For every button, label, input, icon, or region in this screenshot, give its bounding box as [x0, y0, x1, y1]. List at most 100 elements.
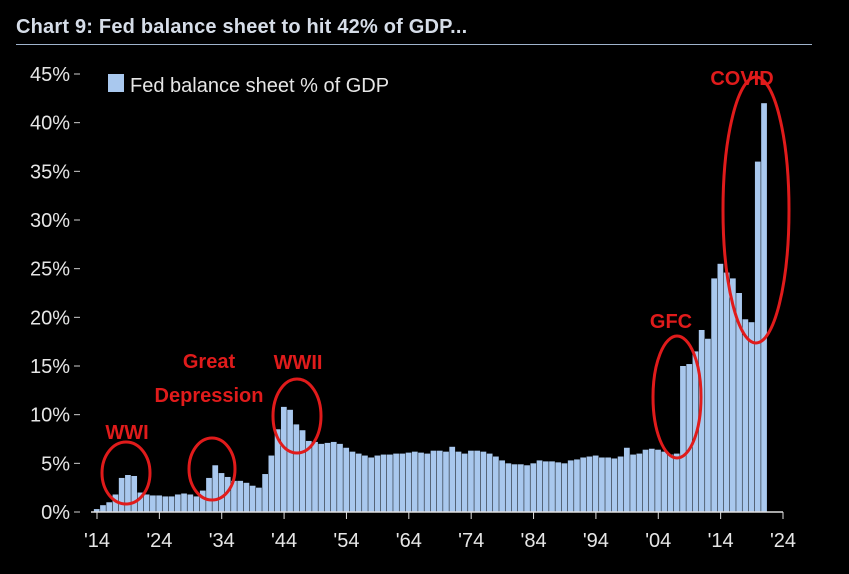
bar: [443, 451, 449, 512]
annotation-label: GFC: [650, 311, 692, 333]
bar: [761, 103, 767, 512]
bar: [299, 430, 306, 512]
bar: [256, 487, 262, 512]
annotation-ellipse: [651, 334, 703, 460]
bar: [561, 463, 568, 512]
x-tick-label: '14: [84, 530, 110, 552]
x-tick-label: '54: [333, 530, 359, 552]
bar: [374, 455, 381, 512]
bar: [280, 406, 287, 512]
bar: [106, 502, 113, 512]
bar: [580, 457, 587, 512]
y-axis: 0% 5% 10% 15% 20% 25% 30% 35% 40% 45%: [30, 64, 80, 524]
x-tick-label: '14: [708, 530, 734, 552]
bar: [461, 453, 468, 512]
y-tick-label: 35%: [30, 161, 70, 183]
bar: [174, 494, 181, 512]
bar: [717, 263, 724, 512]
bar: [287, 409, 293, 512]
bar: [468, 450, 474, 512]
bar: [231, 480, 237, 512]
bar: [754, 161, 761, 512]
bar: [536, 460, 543, 512]
bar: [493, 456, 499, 512]
title-divider: [16, 44, 812, 45]
bar: [237, 480, 244, 512]
bar: [617, 456, 624, 512]
x-tick-label: '44: [271, 530, 297, 552]
annotation-ellipse: [721, 75, 791, 345]
bar: [162, 496, 169, 512]
bar: [262, 474, 269, 512]
bar: [318, 443, 325, 512]
bar: [293, 424, 300, 512]
bar: [680, 366, 686, 512]
bar: [324, 442, 331, 512]
bar: [305, 440, 312, 512]
bar: [330, 441, 337, 512]
bar: [586, 456, 593, 512]
bar-series: [93, 103, 767, 512]
bar: [530, 463, 537, 512]
bar: [673, 453, 680, 512]
x-tick-label: '74: [458, 530, 484, 552]
bar: [418, 452, 424, 512]
legend-label: Fed balance sheet % of GDP: [130, 75, 389, 97]
bar: [268, 455, 275, 512]
bar: [312, 441, 318, 512]
bar: [555, 462, 562, 512]
y-tick-label: 25%: [30, 259, 70, 281]
bar: [705, 338, 711, 512]
y-tick-label: 20%: [30, 307, 70, 329]
bar: [517, 464, 524, 512]
bar: [243, 482, 250, 512]
legend: Fed balance sheet % of GDP: [108, 74, 389, 97]
x-tick-label: '94: [583, 530, 609, 552]
bar: [686, 364, 693, 512]
bar: [349, 451, 356, 512]
bar: [125, 475, 131, 512]
legend-swatch: [108, 74, 124, 92]
y-tick-label: 45%: [30, 64, 70, 86]
bar: [742, 319, 749, 512]
bar: [143, 494, 150, 512]
bar: [100, 505, 106, 512]
bar: [224, 476, 231, 512]
y-tick-label: 5%: [41, 453, 70, 475]
bar: [636, 453, 643, 512]
bar: [131, 475, 138, 512]
bar: [736, 293, 742, 512]
x-axis: '14 '24 '34 '44 '54 '64 '74 '84 '94 '04 '14 '24: [84, 511, 796, 552]
y-tick-label: 10%: [30, 405, 70, 427]
x-tick-label: '24: [146, 530, 172, 552]
bar: [524, 465, 530, 512]
annotation-label: WWI: [105, 422, 148, 444]
bar: [642, 449, 649, 512]
annotation-ellipse: [187, 436, 237, 502]
y-tick-label: 30%: [30, 210, 70, 232]
bar: [486, 453, 493, 512]
bar: [623, 447, 630, 512]
bar: [206, 477, 212, 512]
bar: [355, 453, 362, 512]
x-tick-label: '64: [396, 530, 422, 552]
annotation-ellipse: [100, 440, 152, 506]
bar: [611, 458, 618, 512]
annotation-label: Great: [183, 351, 236, 373]
bar: [455, 451, 462, 512]
bar: [337, 443, 343, 512]
bar: [592, 455, 599, 512]
bar: [661, 451, 668, 512]
bar: [436, 450, 443, 512]
annotation-label: WWII: [274, 352, 323, 374]
x-tick-label: '24: [770, 530, 796, 552]
bar: [249, 485, 256, 512]
bar: [655, 449, 661, 512]
bar: [499, 460, 505, 512]
x-tick-label: '84: [521, 530, 547, 552]
bar: [698, 329, 705, 512]
bar: [193, 496, 200, 512]
bar: [380, 454, 387, 512]
bar: [343, 447, 350, 512]
bar: [729, 278, 736, 512]
